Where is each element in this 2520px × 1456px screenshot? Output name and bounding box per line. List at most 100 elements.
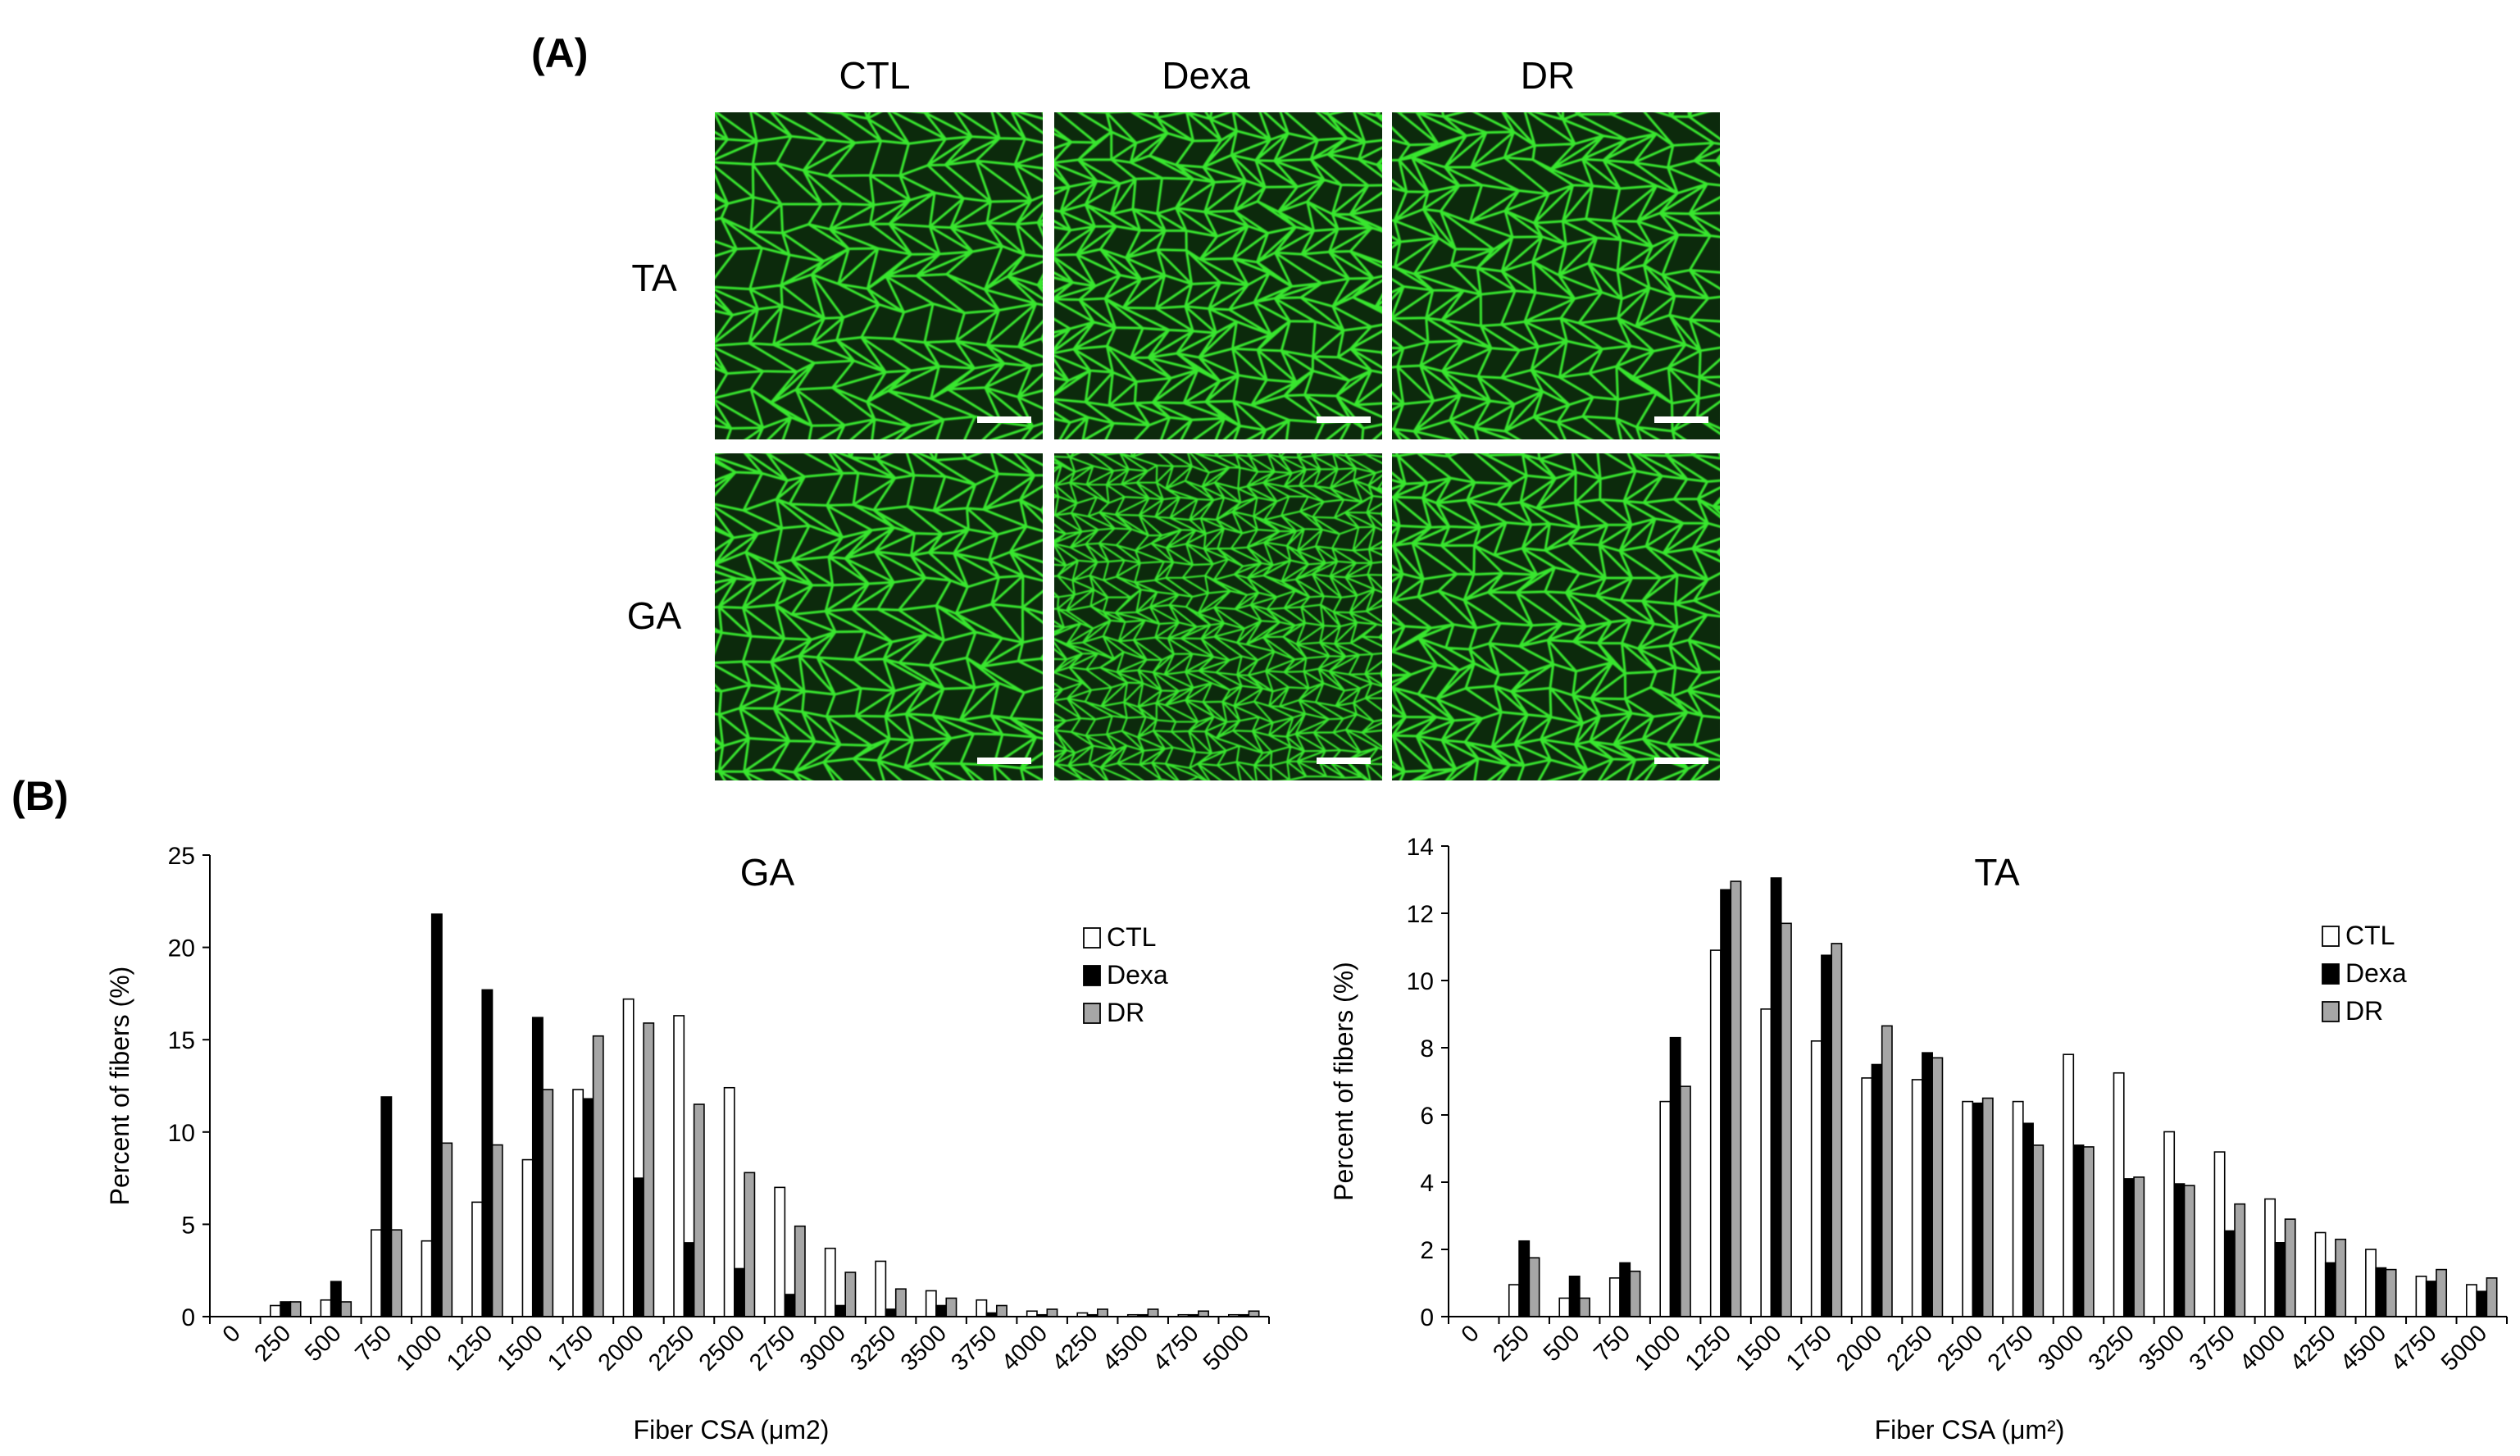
x-tick-label: 2000 [1831,1320,1887,1376]
y-tick-label: 2 [1420,1237,1434,1264]
bar-dexa-2500 [1972,1102,1984,1317]
legend-swatch-dexa [2322,963,2340,985]
bar-dexa-3000 [835,1304,847,1317]
row-label-ta: TA [631,257,677,299]
chart-title: GA [740,851,795,894]
x-tick-label: 3000 [795,1320,851,1376]
bar-dr-500 [340,1301,353,1317]
x-axis-label: Fiber CSA (μm2) [634,1415,830,1445]
bar-dr-5000 [2486,1277,2498,1317]
x-tick-label: 4750 [2386,1320,2441,1376]
cell-membrane-network [715,453,1043,780]
scale-bar [1317,416,1371,423]
bar-dexa-3750 [2223,1230,2236,1317]
bar-dr-3750 [995,1304,1008,1317]
legend-label-ctl: CTL [2345,921,2395,950]
bar-dr-2000 [643,1022,655,1317]
bar-dr-1500 [542,1089,554,1317]
bar-dr-1250 [1730,880,1742,1317]
micrograph-ga-dexa [1054,453,1382,780]
bar-dexa-500 [1568,1276,1581,1317]
bar-dexa-3500 [935,1304,948,1317]
x-tick-label: 1500 [493,1320,548,1376]
y-tick-label: 12 [1407,901,1434,928]
bar-dr-3500 [945,1297,958,1317]
bar-ctl-2000 [622,998,635,1317]
x-axis-label: Fiber CSA (μm²) [1875,1415,2065,1445]
bar-dexa-3250 [2122,1178,2135,1317]
x-tick-label: 1750 [1781,1320,1837,1376]
bar-ctl-500 [1558,1297,1571,1317]
y-tick-label: 6 [1420,1103,1434,1130]
x-tick-label: 1250 [1681,1320,1736,1376]
x-tick-label: 4250 [2286,1320,2341,1376]
x-tick-label: 2750 [1983,1320,2039,1376]
micrograph-ga-dr [1392,453,1720,780]
legend-swatch-dr [2322,1001,2340,1022]
bar-dr-2500 [1981,1097,1994,1317]
x-tick-label: 3250 [845,1320,901,1376]
bar-dexa-4250 [2324,1262,2336,1317]
bar-dr-2250 [693,1103,705,1317]
y-tick-label: 20 [168,935,195,962]
bar-dexa-1250 [1720,889,1732,1317]
x-tick-label: 2250 [644,1320,699,1376]
bar-dexa-1250 [481,989,494,1317]
bar-ctl-3250 [875,1260,887,1317]
bar-dexa-1750 [582,1098,594,1317]
bar-ctl-1500 [521,1158,534,1317]
y-tick-label: 10 [168,1120,195,1147]
x-tick-label: 3500 [896,1320,952,1376]
bar-dexa-4750 [2425,1281,2437,1317]
x-tick-label: 1000 [1630,1320,1685,1376]
bar-ctl-4500 [2365,1249,2377,1317]
scale-bar [1317,758,1371,764]
bar-ctl-500 [320,1299,332,1317]
bar-ctl-2500 [1962,1100,1974,1317]
y-tick-label: 8 [1420,1035,1434,1062]
legend: CTL Dexa DR [2322,921,2407,1026]
legend-label-dexa: Dexa [2345,958,2407,988]
bar-dr-2750 [2032,1144,2045,1317]
x-tick-label: 4500 [2336,1320,2391,1376]
x-tick-label: 4000 [2235,1320,2290,1376]
x-tick-label: 3250 [2084,1320,2140,1376]
bar-ctl-250 [1508,1284,1520,1317]
bar-dr-1750 [592,1035,604,1317]
micrograph-grid [715,112,1720,780]
bar-ctl-3750 [976,1299,988,1317]
scale-bar [977,416,1031,423]
x-tick-label: 0 [218,1320,246,1348]
legend-label-dr: DR [1107,998,1144,1027]
bar-ctl-3750 [2213,1151,2226,1317]
bar-dexa-5000 [2476,1290,2488,1317]
scale-bar [1654,758,1708,764]
cell-membrane-network [1054,453,1382,780]
legend-swatch-ctl [1083,927,1101,949]
row-label-ga: GA [627,594,682,637]
bar-dexa-1000 [430,913,443,1317]
legend: CTL Dexa DR [1083,922,1168,1027]
bar-dr-750 [390,1229,403,1317]
cell-membrane-network [1054,112,1382,439]
y-tick-label: 14 [1407,834,1434,861]
bar-ctl-1750 [1810,1040,1822,1317]
bar-ctl-250 [270,1304,281,1317]
bar-dr-4250 [1097,1308,1108,1317]
x-tick-label: 3000 [2033,1320,2089,1376]
bar-ctl-4750 [2415,1276,2427,1317]
bar-dr-3500 [2183,1185,2195,1317]
panel-a-label: (A) [531,30,588,76]
x-tick-label: 1500 [1731,1320,1786,1376]
bar-ctl-4000 [2264,1198,2277,1317]
bar-dr-3250 [2133,1176,2145,1317]
y-axis-label: Percent of fibers (%) [105,967,134,1206]
bar-ctl-2250 [1911,1079,1923,1317]
bar-dr-3000 [2082,1146,2095,1317]
bar-ctl-4250 [2314,1231,2327,1317]
bar-ctl-3000 [824,1247,836,1317]
bar-dexa-2500 [734,1267,745,1317]
bar-dr-2250 [1931,1057,1944,1317]
bar-ctl-2750 [2012,1100,2024,1317]
